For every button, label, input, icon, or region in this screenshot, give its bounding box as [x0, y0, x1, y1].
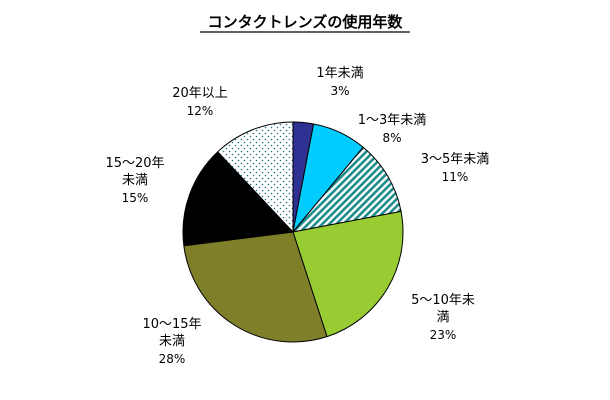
slice-percent-label: 15% — [122, 191, 149, 205]
pie-labels: 1年未満 3%1～3年未満 8%3～5年未満 11%5～10年未満 23%10～15年未… — [105, 66, 489, 366]
slice-label-2: 1～3年未満 8% — [358, 113, 427, 145]
slice-label-line: 3～5年未満 — [421, 152, 490, 167]
slice-label-7: 20年以上 12% — [172, 86, 228, 118]
slice-label-6: 15～20年未満 15% — [105, 156, 164, 205]
slice-label-line: 1～3年未満 — [358, 113, 427, 128]
pie-slice-4 — [292, 210, 404, 338]
slice-label-line: 未満 — [159, 334, 185, 349]
slice-percent-label: 12% — [187, 104, 214, 118]
slice-label-line: 20年以上 — [172, 86, 228, 101]
slice-label-line: 5～10年未 — [411, 293, 475, 308]
slice-percent-label: 8% — [382, 131, 401, 145]
slice-label-line: 10～15年 — [142, 317, 201, 332]
slice-percent-label: 28% — [159, 352, 186, 366]
slice-label-line: 1年未満 — [316, 66, 363, 81]
pie-slice-5 — [183, 231, 328, 343]
slice-label-line: 未満 — [122, 173, 148, 188]
slice-label-3: 3～5年未満 11% — [421, 152, 490, 184]
slice-percent-label: 3% — [330, 84, 349, 98]
slice-label-line: 15～20年 — [105, 156, 164, 171]
pie-slice-6 — [182, 151, 295, 247]
pie-slice-3 — [291, 146, 402, 233]
slice-label-5: 10～15年未満 28% — [142, 317, 201, 366]
pie-slice-7 — [216, 121, 294, 234]
slice-label-line: 満 — [436, 310, 449, 325]
pie-slices — [182, 121, 404, 343]
slice-percent-label: 11% — [442, 170, 469, 184]
slice-percent-label: 23% — [430, 328, 457, 342]
slice-label-1: 1年未満 3% — [316, 66, 363, 98]
slice-label-4: 5～10年未満 23% — [411, 293, 475, 342]
chart-title: コンタクトレンズの使用年数 — [208, 13, 404, 31]
